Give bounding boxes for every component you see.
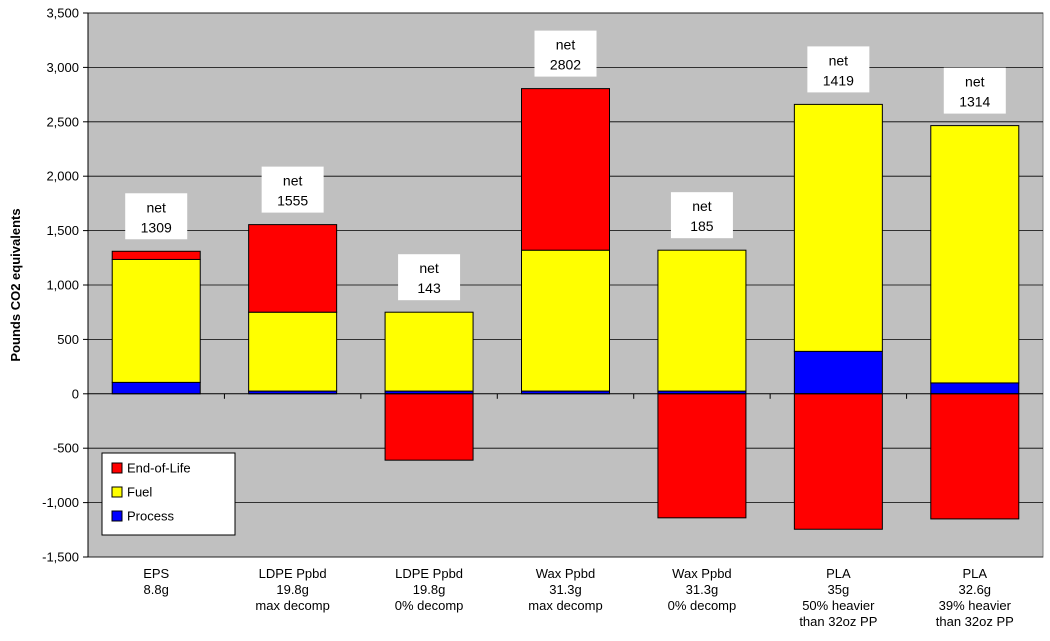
y-tick-label: 0 <box>72 386 79 401</box>
x-category-label: 32.6g <box>959 582 992 597</box>
bar-segment-process <box>793 350 883 395</box>
net-annotation-value: 185 <box>690 218 714 234</box>
x-category-label: PLA <box>826 566 851 581</box>
axes <box>83 12 908 558</box>
legend-box <box>101 452 236 536</box>
y-tick-label: 3,500 <box>46 6 79 21</box>
bar-segment-fuel <box>111 258 201 383</box>
net-annotation-value: 1314 <box>959 94 990 110</box>
legend-swatch <box>111 462 123 474</box>
net-annotation-label: net <box>556 37 576 53</box>
y-tick-label: 1,500 <box>46 223 79 238</box>
x-category-label: than 32oz PP <box>799 614 877 629</box>
y-tick-label: 3,000 <box>46 60 79 75</box>
bar-segment-fuel <box>930 125 1020 384</box>
net-annotation-value: 2802 <box>550 57 581 73</box>
x-category-label: 31.3g <box>686 582 719 597</box>
legend-label: Fuel <box>127 485 152 500</box>
y-tick-label: -500 <box>53 441 79 456</box>
net-annotation-label: net <box>965 74 985 90</box>
y-axis-label: Pounds CO2 equivalents <box>8 208 23 361</box>
x-category-label: max decomp <box>528 598 602 613</box>
net-annotation-box <box>398 254 461 301</box>
y-tick-label: 2,000 <box>46 169 79 184</box>
x-category-label: 0% decomp <box>668 598 737 613</box>
bar-segment-process <box>930 382 1020 395</box>
x-category-label: 35g <box>828 582 850 597</box>
x-category-label: Wax Ppbd <box>672 566 732 581</box>
net-annotation-box <box>670 192 733 239</box>
net-annotation-label: net <box>283 173 303 189</box>
legend-swatch <box>111 510 123 522</box>
net-annotation-box <box>943 67 1006 114</box>
bar-segment-process <box>111 381 201 395</box>
x-category-label: max decomp <box>255 598 329 613</box>
net-annotation-label: net <box>829 52 849 68</box>
bar-segment-fuel <box>384 311 474 392</box>
bar-segment-end-of-life <box>384 393 474 461</box>
x-category-label: PLA <box>962 566 987 581</box>
bar-segment-end-of-life <box>793 393 883 530</box>
x-category-label: 31.3g <box>549 582 582 597</box>
net-annotation-value: 1555 <box>277 193 308 209</box>
bar-segment-end-of-life <box>111 250 201 260</box>
net-annotation-value: 1309 <box>141 219 172 235</box>
x-category-label: EPS <box>143 566 169 581</box>
x-category-label: 50% heavier <box>802 598 875 613</box>
bar-segment-end-of-life <box>248 224 338 313</box>
legend: End-of-Life Fuel Process <box>101 452 236 536</box>
net-annotation-box <box>534 30 597 77</box>
net-annotations: net 1309 net 1555 net 143 net 2802 net 185 net 1419… <box>125 30 1006 301</box>
x-category-label: LDPE Ppbd <box>395 566 463 581</box>
x-category-label: 0% decomp <box>395 598 464 613</box>
net-annotation-box <box>261 166 324 213</box>
y-tick-label: -1,000 <box>42 495 79 510</box>
net-annotation-value: 1419 <box>823 72 854 88</box>
x-category-label: 19.8g <box>413 582 446 597</box>
x-category-label: 19.8g <box>276 582 309 597</box>
x-category-label: Wax Ppbd <box>536 566 596 581</box>
net-annotation-label: net <box>146 199 166 215</box>
bars <box>111 88 1020 530</box>
x-category-label: than 32oz PP <box>936 614 1014 629</box>
y-tick-label: 500 <box>57 332 79 347</box>
bar-segment-end-of-life <box>521 88 610 251</box>
bar-segment-end-of-life <box>930 393 1020 520</box>
bar-segment-end-of-life <box>657 393 747 519</box>
bar-segment-fuel <box>793 103 883 352</box>
bar-segment-fuel <box>657 249 747 392</box>
net-annotation-label: net <box>692 198 712 214</box>
y-tick-label: -1,500 <box>42 550 79 565</box>
x-category-label: 39% heavier <box>939 598 1012 613</box>
x-category-label: 8.8g <box>144 582 169 597</box>
net-annotation-label: net <box>419 260 439 276</box>
bar-segment-fuel <box>248 311 338 392</box>
x-category-label: LDPE Ppbd <box>259 566 327 581</box>
net-annotation-box <box>807 46 870 93</box>
legend-swatch <box>111 486 123 498</box>
y-tick-label: 1,000 <box>46 278 79 293</box>
y-tick-labels: -1,500 -1,000 -500 0 500 1,000 1,500 2,000 2,500… <box>42 6 79 565</box>
net-annotation-value: 143 <box>417 280 441 296</box>
legend-label: End-of-Life <box>127 461 191 476</box>
bar-segment-fuel <box>521 249 610 392</box>
legend-label: Process <box>127 509 174 524</box>
net-annotation-box <box>125 193 188 240</box>
y-tick-label: 2,500 <box>46 114 79 129</box>
